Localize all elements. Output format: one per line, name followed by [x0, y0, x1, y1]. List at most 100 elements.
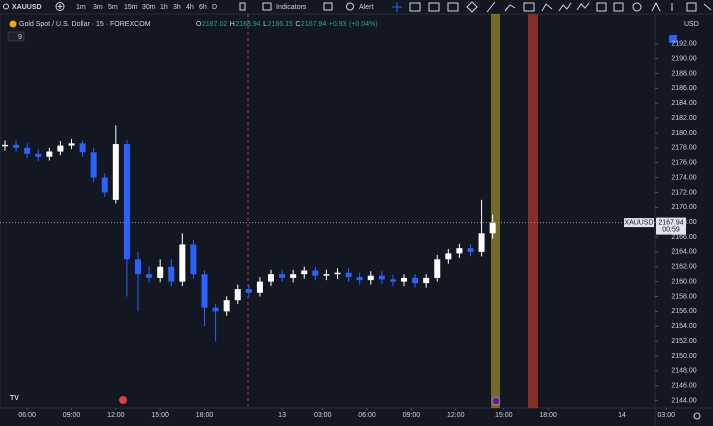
legend-title: Gold Spot / U.S. Dollar · 15 · FOREXCOM [19, 21, 151, 28]
indicator-toggle[interactable] [7, 31, 25, 42]
x-tick-label: 09:00 [403, 412, 421, 419]
x-tick-label: 15:00 [151, 412, 169, 419]
interval-button[interactable]: D [212, 4, 217, 11]
candle-body [13, 144, 20, 148]
symbol-tag [624, 218, 654, 228]
tool-icon[interactable] [613, 2, 624, 12]
x-tick-label: 13 [278, 412, 286, 419]
tool-icon[interactable] [632, 2, 642, 12]
ohlc-change-pct: (+0.04%) [349, 21, 378, 28]
ohlc-high: 2168.94 [235, 21, 260, 28]
interval-button[interactable]: 30m [142, 4, 156, 11]
tool-icon[interactable] [686, 2, 697, 12]
candle-body [401, 277, 407, 282]
tool-icon[interactable] [541, 3, 553, 12]
tool-icon[interactable] [466, 1, 478, 13]
tool-icon[interactable] [651, 1, 661, 12]
y-tick-label: 2160.00 [671, 278, 696, 285]
symbol-tag-label: XAUUSD [624, 219, 653, 226]
y-tick-label: 2174.00 [671, 174, 696, 181]
symbol[interactable]: XAUUSD [12, 4, 42, 11]
tool-icon[interactable] [428, 2, 440, 12]
toolbar [0, 0, 713, 14]
ohlc-h-label: H [230, 21, 235, 28]
candle-body [389, 279, 396, 282]
candle-body [378, 275, 385, 280]
interval-button[interactable]: 4h [186, 4, 194, 11]
candle-body [334, 272, 341, 275]
ohlc-close: 2167.94 [301, 21, 326, 28]
candle-body [2, 144, 8, 147]
price-tag [656, 217, 686, 235]
candle-body [356, 277, 363, 281]
y-tick-label: 2192.00 [671, 41, 696, 48]
interval-button[interactable]: 6h [199, 4, 207, 11]
layouts-button[interactable] [323, 2, 333, 11]
tool-icon[interactable] [596, 2, 607, 12]
y-tick-label: 2184.00 [671, 100, 696, 107]
tool-icon[interactable] [486, 1, 496, 13]
ohlc-legend: O 2167.02 H 2168.94 L 2166.15 C 2167.94 +0.93 (+0… [196, 21, 378, 28]
event-marker[interactable] [491, 396, 501, 406]
interval-button[interactable]: 3m [93, 4, 103, 11]
y-tick-label: 2170.00 [671, 204, 696, 211]
candle-body [412, 277, 419, 284]
auto-scale-button[interactable] [669, 35, 677, 43]
candle-body [190, 244, 197, 275]
y-tick-label: 2180.00 [671, 130, 696, 137]
highlight-band [491, 14, 500, 408]
ohlc-low: 2166.15 [268, 21, 293, 28]
y-tick-label: 2186.00 [671, 85, 696, 92]
countdown: 00:59 [662, 226, 680, 233]
tool-icon[interactable] [576, 2, 590, 11]
tool-icon[interactable] [447, 2, 459, 12]
tool-icon[interactable] [504, 4, 516, 12]
candle-body [179, 244, 186, 282]
y-tick-label: 2154.00 [671, 323, 696, 330]
candle-body [90, 152, 97, 178]
compare-button[interactable] [55, 2, 65, 11]
interval-button[interactable]: 5m [108, 4, 118, 11]
candle-body [57, 145, 64, 152]
candle-body [423, 277, 430, 284]
y-tick-label: 2166.00 [671, 234, 696, 241]
x-tick-label: 12:00 [447, 412, 465, 419]
settings-button[interactable] [693, 412, 701, 420]
tool-icon[interactable] [523, 2, 535, 12]
alert-button[interactable]: Alert [359, 4, 373, 11]
search-icon[interactable] [3, 3, 9, 10]
interval-button[interactable]: 1m [76, 4, 86, 11]
interval-button[interactable]: 1h [160, 4, 168, 11]
y-tick-label: 2164.00 [671, 249, 696, 256]
event-marker[interactable] [119, 396, 127, 404]
interval-button[interactable]: 3h [173, 4, 181, 11]
tool-icon[interactable] [409, 2, 421, 12]
candle-body [301, 270, 308, 275]
chart-type-button[interactable] [239, 2, 246, 11]
alert-icon [346, 2, 354, 11]
candle-body [135, 259, 141, 275]
candle-body [256, 281, 263, 293]
candle-body [445, 253, 452, 260]
y-tick-label: 2162.00 [671, 264, 696, 271]
y-tick-label: 2158.00 [671, 293, 696, 300]
x-tick-label: 03:00 [314, 412, 332, 419]
y-tick-label: 2152.00 [671, 338, 696, 345]
candle-body [212, 307, 219, 312]
candle-body [345, 272, 352, 278]
y-tick-label: 2182.00 [671, 115, 696, 122]
currency: USD [684, 21, 699, 28]
candle-body [234, 289, 241, 301]
x-tick-label: 14 [618, 412, 626, 419]
x-tick-label: 03:00 [658, 412, 676, 419]
candle-body [112, 144, 119, 200]
interval-button[interactable]: 15m [124, 4, 138, 11]
tool-icon[interactable] [703, 3, 712, 11]
highlight-band [528, 14, 538, 408]
candle-body [157, 266, 164, 278]
tool-icon[interactable] [558, 2, 572, 12]
candle-body [268, 274, 274, 282]
ohlc-c-label: C [295, 21, 300, 28]
indicators-button[interactable]: Indicators [276, 4, 307, 11]
